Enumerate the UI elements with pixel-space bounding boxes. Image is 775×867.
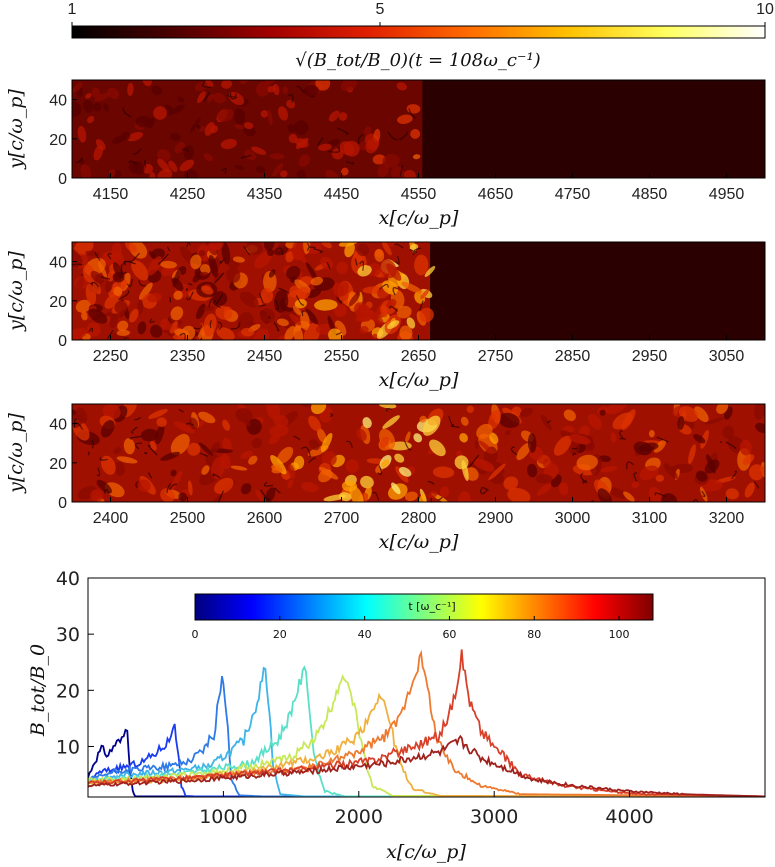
- x-tick-label: 4850: [632, 186, 668, 203]
- x-tick-label: 4150: [93, 186, 129, 203]
- chart-y-tick-label: 40: [56, 568, 80, 590]
- chart-y-tick-label: 10: [56, 736, 80, 758]
- time-colorbar-tick-label: 100: [609, 628, 630, 641]
- x-tick-label: 3000: [555, 510, 591, 527]
- y-tick-label: 40: [49, 417, 67, 434]
- time-colorbar-tick-label: 20: [273, 628, 287, 641]
- chart-x-tick-label: 4000: [605, 806, 653, 828]
- x-tick-label: 2400: [93, 510, 129, 527]
- x-tick-label: 4750: [555, 186, 591, 203]
- panel-ylabel: y[c/ω_p]: [5, 413, 27, 494]
- x-tick-label: 3100: [632, 510, 668, 527]
- chart-y-tick-label: 20: [56, 680, 80, 702]
- x-tick-label: 2950: [632, 348, 668, 365]
- x-tick-label: 2550: [324, 348, 360, 365]
- y-tick-label: 20: [49, 294, 67, 311]
- x-tick-label: 2600: [247, 510, 283, 527]
- top-colorbar: 1 5 10 √(B_tot/B_0)(t = 108ω_c⁻¹): [68, 1, 774, 71]
- panel-3: 2400 2500 2600 2700 2800 2900 3000 3100 3200 0 20 4…: [5, 392, 770, 553]
- y-tick-label: 20: [49, 456, 67, 473]
- x-tick-label: 4950: [709, 186, 745, 203]
- x-tick-label: 2350: [170, 348, 206, 365]
- y-tick-label: 40: [49, 255, 67, 272]
- x-tick-label: 2650: [401, 348, 437, 365]
- time-colorbar-tick-label: 80: [527, 628, 541, 641]
- x-tick-label: 4550: [401, 186, 437, 203]
- x-tick-label: 2700: [324, 510, 360, 527]
- time-colorbar-tick-label: 0: [192, 628, 199, 641]
- panel-xlabel: x[c/ω_p]: [379, 531, 459, 553]
- panel-2: 2250 2350 2450 2550 2650 2750 2850 2950 3050 0 20 4…: [5, 233, 765, 391]
- line-chart-ylabel: B_tot/B_0: [27, 644, 49, 737]
- y-tick-label: 0: [58, 333, 67, 350]
- panel-ylabel: y[c/ω_p]: [5, 251, 27, 332]
- x-tick-label: 4450: [324, 186, 360, 203]
- top-colorbar-tick-label: 10: [756, 1, 774, 18]
- x-tick-label: 2850: [555, 348, 591, 365]
- chart-y-tick-label: 30: [56, 624, 80, 646]
- line-chart-xlabel: x[c/ω_p]: [386, 841, 466, 863]
- panel-1: 4150 4250 4350 4450 4550 4650 4750 4850 4950 0 20 4…: [5, 73, 765, 229]
- x-tick-label: 2750: [478, 348, 514, 365]
- x-tick-label: 3050: [709, 348, 745, 365]
- x-tick-label: 2450: [247, 348, 283, 365]
- y-tick-label: 40: [49, 93, 67, 110]
- top-colorbar-title: √(B_tot/B_0)(t = 108ω_c⁻¹): [295, 50, 540, 71]
- x-tick-label: 4350: [247, 186, 283, 203]
- x-tick-label: 4650: [478, 186, 514, 203]
- x-tick-label: 3200: [709, 510, 745, 527]
- panel-ylabel: y[c/ω_p]: [5, 89, 27, 170]
- x-tick-label: 4250: [170, 186, 206, 203]
- chart-x-tick-label: 2000: [335, 806, 383, 828]
- x-tick-label: 2250: [93, 348, 129, 365]
- y-tick-label: 0: [58, 495, 67, 512]
- panel-xlabel: x[c/ω_p]: [379, 207, 459, 229]
- time-colorbar-tick-label: 40: [358, 628, 372, 641]
- x-tick-label: 2500: [170, 510, 206, 527]
- chart-x-tick-label: 1000: [199, 806, 247, 828]
- x-tick-label: 2800: [401, 510, 437, 527]
- top-colorbar-tick-label: 5: [376, 1, 385, 18]
- time-colorbar: t [ω_c⁻¹] 0 20 40 60 80 100: [192, 594, 654, 641]
- y-tick-label: 20: [49, 132, 67, 149]
- top-colorbar-bar: [72, 26, 765, 38]
- time-colorbar-label: t [ω_c⁻¹]: [408, 600, 455, 613]
- top-colorbar-tick-label: 1: [68, 1, 77, 18]
- y-tick-label: 0: [58, 171, 67, 188]
- panel-xlabel: x[c/ω_p]: [379, 369, 459, 391]
- x-tick-label: 2900: [478, 510, 514, 527]
- time-colorbar-tick-label: 60: [442, 628, 456, 641]
- chart-x-tick-label: 3000: [470, 806, 518, 828]
